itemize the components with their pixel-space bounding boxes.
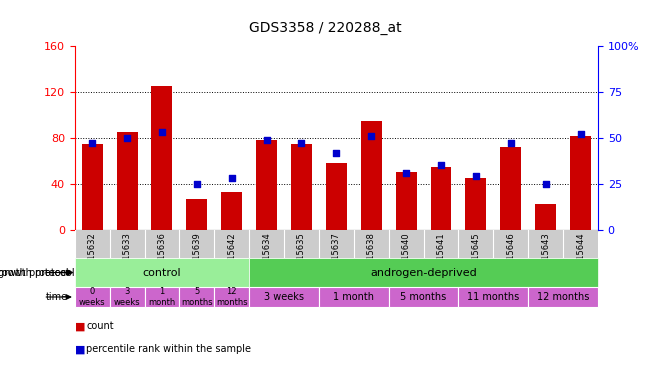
Bar [291, 144, 312, 230]
Text: 11 months: 11 months [467, 292, 519, 302]
Bar [396, 172, 417, 230]
Bar [361, 121, 382, 230]
Text: GSM215637: GSM215637 [332, 233, 341, 283]
Bar [179, 287, 214, 307]
Text: GSM215633: GSM215633 [123, 233, 131, 283]
Text: androgen-deprived: androgen-deprived [370, 268, 477, 278]
Bar [214, 287, 249, 307]
Bar [458, 287, 528, 307]
Bar [465, 178, 486, 230]
Text: 3 weeks: 3 weeks [264, 292, 304, 302]
Text: 0
weeks: 0 weeks [79, 287, 105, 307]
Text: 1 month: 1 month [333, 292, 374, 302]
Bar [570, 136, 591, 230]
Bar [187, 199, 207, 230]
Bar [110, 287, 144, 307]
Bar [535, 204, 556, 230]
Point [471, 173, 481, 179]
Text: GSM215639: GSM215639 [192, 233, 202, 283]
Bar [256, 140, 277, 230]
Point [296, 140, 307, 146]
Text: GSM215632: GSM215632 [88, 233, 97, 283]
Point [87, 140, 98, 146]
Text: 5
months: 5 months [181, 287, 213, 307]
Text: ■: ■ [75, 321, 85, 331]
Point [331, 149, 342, 156]
Point [192, 181, 202, 187]
Text: ■: ■ [75, 344, 85, 354]
Bar [389, 287, 458, 307]
Bar [326, 163, 347, 230]
Bar [319, 287, 389, 307]
Text: 3
weeks: 3 weeks [114, 287, 140, 307]
Text: 5 months: 5 months [400, 292, 447, 302]
Text: count: count [86, 321, 114, 331]
Point [122, 135, 133, 141]
Bar [221, 192, 242, 230]
Text: percentile rank within the sample: percentile rank within the sample [86, 344, 252, 354]
Point [540, 181, 551, 187]
Text: GSM215646: GSM215646 [506, 233, 515, 283]
Point [506, 140, 516, 146]
Text: growth protocol: growth protocol [0, 268, 68, 278]
Text: GDS3358 / 220288_at: GDS3358 / 220288_at [249, 21, 401, 35]
Text: 12
months: 12 months [216, 287, 248, 307]
Text: GSM215644: GSM215644 [576, 233, 585, 283]
Point [261, 137, 272, 143]
Text: control: control [142, 268, 181, 278]
Text: growth protocol: growth protocol [0, 268, 75, 278]
Text: GSM215645: GSM215645 [471, 233, 480, 283]
Point [366, 133, 376, 139]
Bar [528, 287, 598, 307]
Text: GSM215636: GSM215636 [157, 233, 166, 283]
Point [157, 129, 167, 136]
Point [226, 175, 237, 181]
Text: GSM215642: GSM215642 [227, 233, 236, 283]
Bar [75, 258, 249, 287]
Text: 1
month: 1 month [148, 287, 176, 307]
Text: 12 months: 12 months [537, 292, 590, 302]
Bar [144, 287, 179, 307]
Text: time: time [46, 292, 68, 302]
Bar [249, 287, 319, 307]
Text: GSM215634: GSM215634 [262, 233, 271, 283]
Bar [430, 167, 452, 230]
Point [436, 162, 446, 169]
Point [575, 131, 586, 137]
Bar [500, 147, 521, 230]
Bar [116, 132, 138, 230]
Text: GSM215635: GSM215635 [297, 233, 306, 283]
Bar [249, 258, 598, 287]
Text: GSM215641: GSM215641 [437, 233, 445, 283]
Bar [151, 86, 172, 230]
Bar [82, 144, 103, 230]
Text: GSM215640: GSM215640 [402, 233, 411, 283]
Text: GSM215643: GSM215643 [541, 233, 550, 283]
Point [401, 170, 411, 176]
Bar [75, 287, 110, 307]
Text: GSM215638: GSM215638 [367, 233, 376, 283]
